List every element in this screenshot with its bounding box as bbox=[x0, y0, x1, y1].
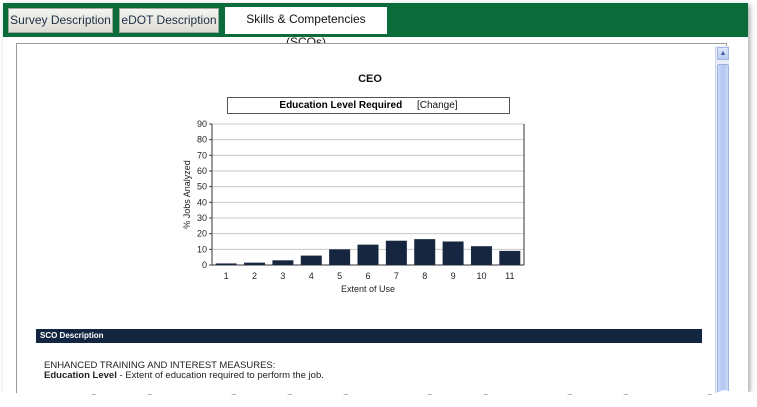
y-tick-label: 70 bbox=[197, 150, 207, 160]
x-tick-label: 5 bbox=[337, 271, 342, 281]
x-tick-label: 1 bbox=[224, 271, 229, 281]
sco-definition: - Extent of education required to perfor… bbox=[116, 370, 324, 381]
education-filter-label: Education Level Required bbox=[279, 100, 403, 111]
sco-term: Education Level bbox=[44, 370, 117, 381]
y-tick-label: 60 bbox=[197, 166, 207, 176]
x-tick-label: 11 bbox=[505, 271, 514, 281]
x-tick-label: 6 bbox=[365, 271, 370, 281]
chart-title: CEO bbox=[358, 73, 382, 85]
x-tick-label: 10 bbox=[476, 271, 486, 281]
y-tick-label: 20 bbox=[197, 229, 207, 239]
bar bbox=[385, 240, 407, 265]
bar-chart: 0 10 20 30 40 50 60 70 80 90 1 2 3 4 5 6 7 8 9 10 11 Extent o… bbox=[182, 119, 525, 294]
scroll-up-arrow-icon[interactable]: ▲ bbox=[717, 47, 729, 60]
bar bbox=[215, 263, 237, 265]
bar bbox=[244, 262, 266, 265]
x-tick-label: 9 bbox=[451, 271, 456, 281]
tab-survey-description[interactable]: Survey Description bbox=[8, 8, 113, 33]
bar bbox=[329, 249, 351, 265]
y-tick-label: 90 bbox=[197, 119, 207, 129]
y-axis-label: % Jobs Analyzed bbox=[182, 160, 192, 229]
x-tick-label: 8 bbox=[422, 271, 427, 281]
sco-definition-line: Education Level - Extent of education re… bbox=[44, 371, 324, 381]
y-tick-label: 80 bbox=[197, 135, 207, 145]
sco-heading: ENHANCED TRAINING AND INTEREST MEASURES: bbox=[44, 360, 276, 371]
bar bbox=[442, 241, 464, 265]
bar bbox=[272, 260, 294, 265]
tab-skills-competencies[interactable]: Skills & Competencies (SCOs) bbox=[225, 7, 387, 49]
x-axis-label: Extent of Use bbox=[341, 284, 395, 294]
scroll-thumb[interactable] bbox=[717, 64, 729, 394]
tab-edot-description[interactable]: eDOT Description bbox=[119, 8, 219, 33]
sco-description: ENHANCED TRAINING AND INTEREST MEASURES:… bbox=[44, 361, 324, 381]
x-tick-label: 2 bbox=[252, 271, 257, 281]
y-tick-label: 50 bbox=[197, 182, 207, 192]
bar bbox=[499, 250, 521, 265]
bar bbox=[357, 244, 379, 265]
vertical-scrollbar[interactable]: ▲ bbox=[715, 46, 729, 395]
y-tick-label: 40 bbox=[197, 197, 207, 207]
y-tick-label: 0 bbox=[202, 260, 207, 270]
torn-edge bbox=[0, 389, 757, 407]
y-tick-label: 10 bbox=[197, 244, 207, 254]
sco-description-header: SCO Description bbox=[36, 329, 702, 343]
x-tick-label: 3 bbox=[280, 271, 285, 281]
bar bbox=[300, 255, 322, 265]
x-tick-label: 7 bbox=[394, 271, 399, 281]
bar bbox=[414, 239, 436, 265]
x-tick-label: 4 bbox=[309, 271, 314, 281]
change-link[interactable]: [Change] bbox=[417, 100, 458, 111]
bar bbox=[470, 246, 492, 265]
education-filter-box: Education Level Required [Change] bbox=[227, 97, 510, 114]
tab-bar: Survey Description eDOT Description Skil… bbox=[3, 3, 748, 49]
y-tick-label: 30 bbox=[197, 213, 207, 223]
